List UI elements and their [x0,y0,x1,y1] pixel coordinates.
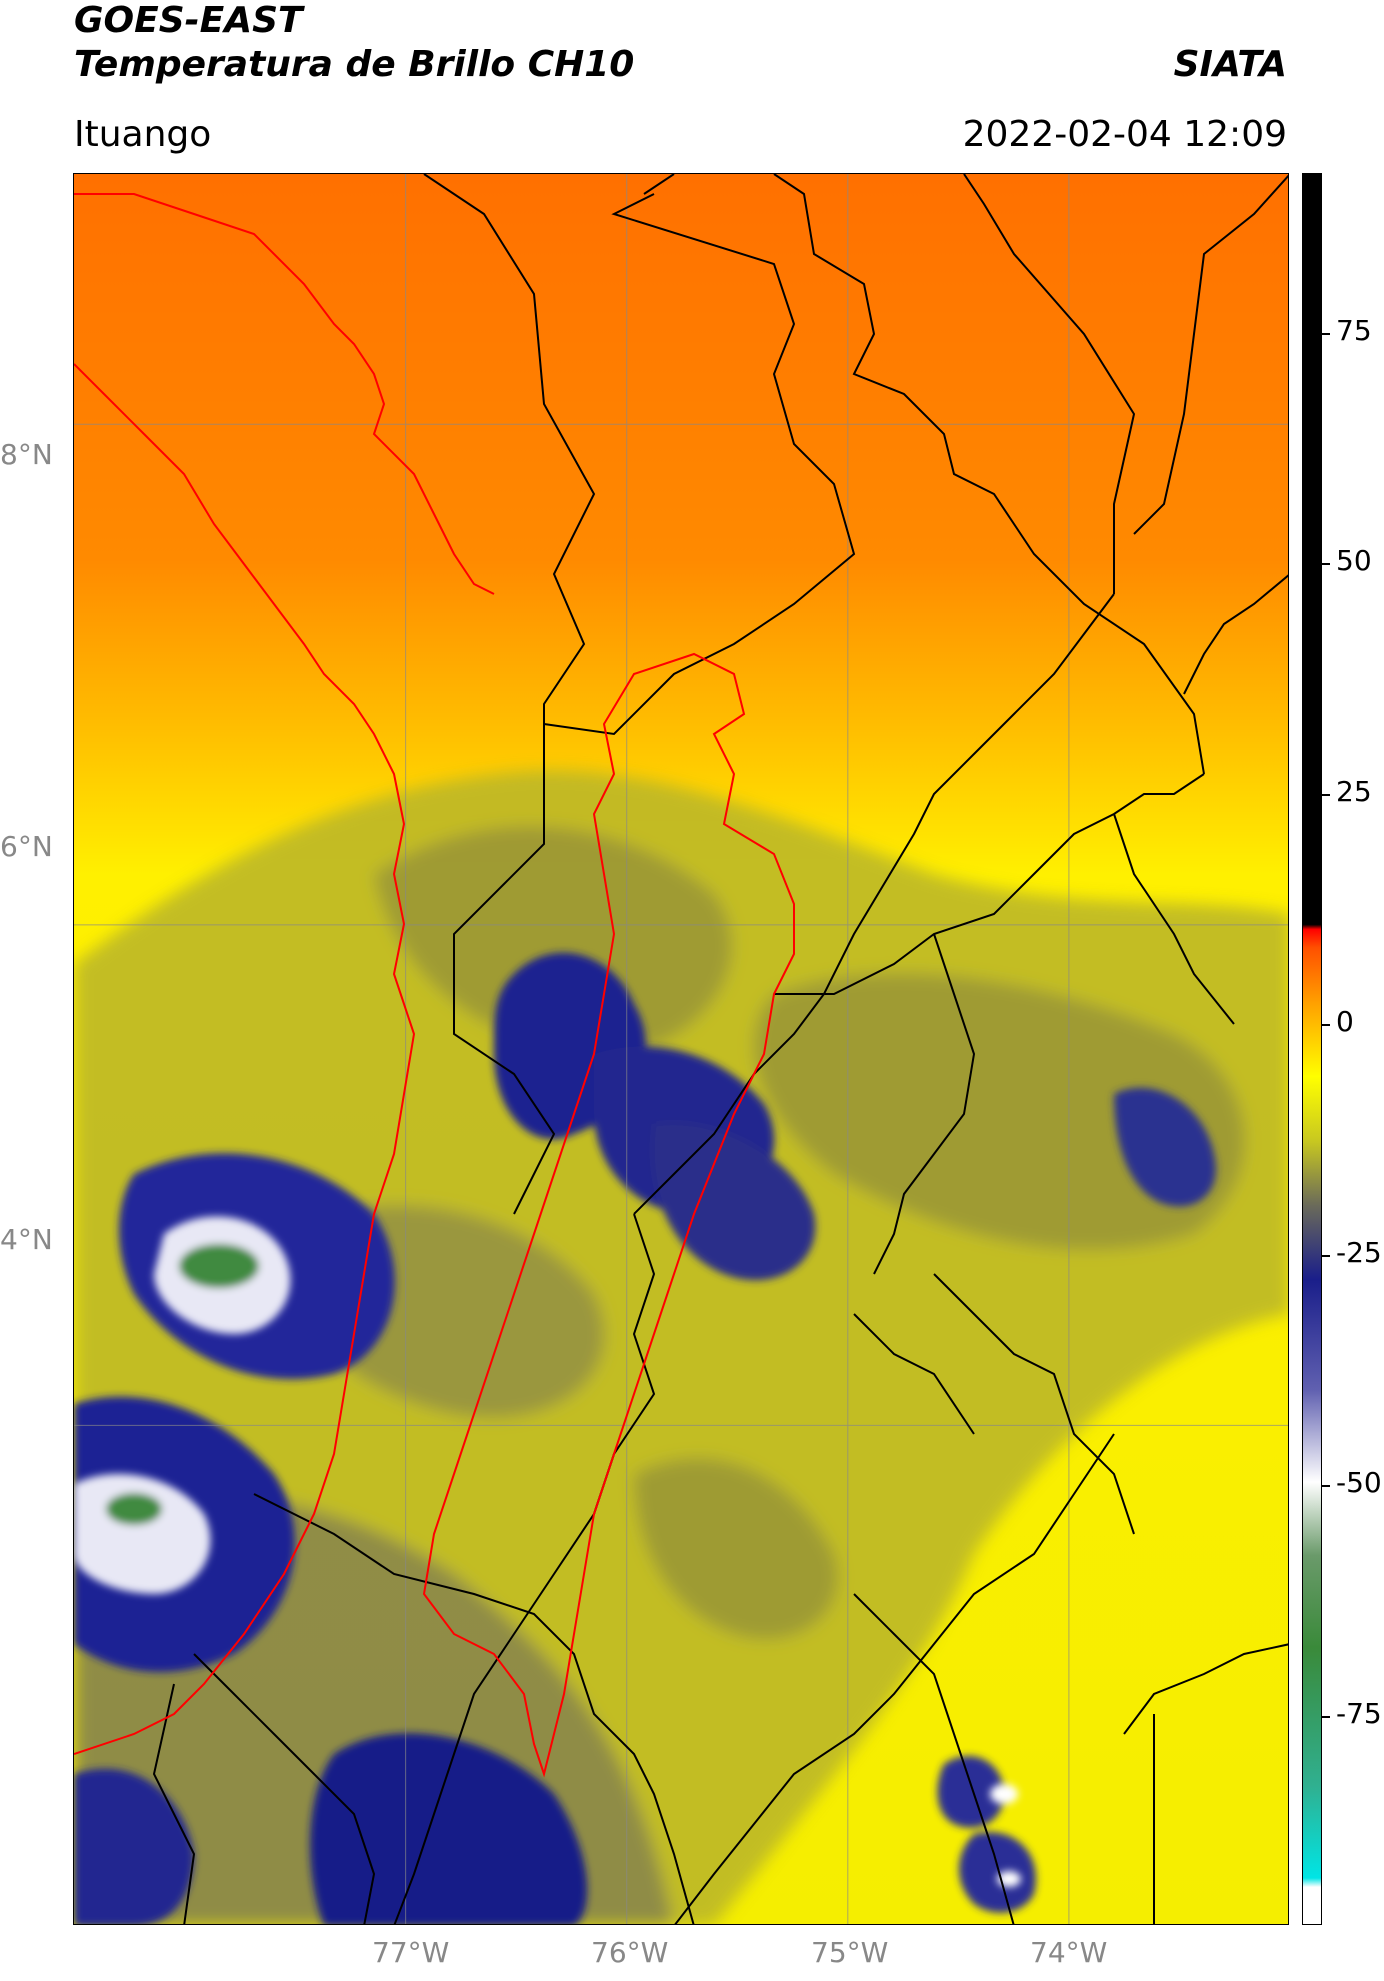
colorbar-label-75: 75 [1336,314,1372,347]
colorbar-label-minus25: -25 [1336,1236,1382,1269]
colorbar-tick-25 [1322,794,1330,796]
lon-label-76w: 76°W [591,1936,669,1969]
colorbar-tick-75 [1322,333,1330,335]
lon-label-77w: 77°W [372,1936,450,1969]
cloud-coldest-cores [74,1216,1021,1887]
lat-label-4n: 4°N [0,1223,53,1256]
brightness-temperature-map [74,174,1288,1924]
colorbar-tick-minus75 [1322,1716,1330,1718]
organization-label: SIATA [1173,44,1287,85]
colorbar [1302,173,1322,1925]
satellite-title: GOES-EAST [74,0,303,41]
region-label: Ituango [74,114,212,155]
coastline-and-basin [74,193,795,1778]
lon-label-74w: 74°W [1030,1936,1108,1969]
lat-label-6n: 6°N [0,830,53,863]
colorbar-label-25: 25 [1336,775,1372,808]
colorbar-label-minus75: -75 [1336,1697,1382,1730]
colorbar-tick-minus25 [1322,1255,1330,1257]
colorbar-tick-50 [1322,563,1330,565]
colorbar-tick-minus50 [1322,1485,1330,1487]
lat-label-8n: 8°N [0,438,53,471]
map-panel [73,173,1289,1925]
product-title: Temperatura de Brillo CH10 [74,44,635,85]
lon-label-75w: 75°W [811,1936,889,1969]
colorbar-tick-0 [1322,1024,1330,1026]
admin-borders [152,174,1288,1924]
colorbar-label-minus50: -50 [1336,1466,1382,1499]
colorbar-label-50: 50 [1336,544,1372,577]
colorbar-label-0: 0 [1336,1005,1354,1038]
datetime-label: 2022-02-04 12:09 [962,114,1287,155]
